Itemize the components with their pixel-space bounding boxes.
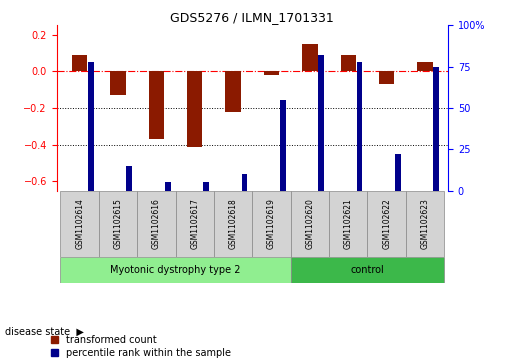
Text: GSM1102620: GSM1102620 (305, 198, 315, 249)
Bar (417, 62, 433, 71)
Text: disease state  ▶: disease state ▶ (5, 327, 84, 337)
Text: GSM1102614: GSM1102614 (75, 198, 84, 249)
Bar (137, 191, 176, 257)
Bar (379, 71, 394, 84)
Bar (72, 55, 88, 71)
Bar (110, 71, 126, 95)
Bar (226, 71, 241, 112)
Text: GSM1102616: GSM1102616 (152, 198, 161, 249)
Legend: transformed count, percentile rank within the sample: transformed count, percentile rank withi… (51, 335, 231, 358)
Bar (280, 100, 286, 191)
Bar (329, 191, 368, 257)
Bar (395, 154, 401, 191)
Bar (187, 71, 202, 147)
Bar (88, 62, 94, 191)
Bar (318, 55, 324, 191)
Bar (252, 191, 291, 257)
Bar (357, 62, 363, 191)
Text: GSM1102615: GSM1102615 (113, 198, 123, 249)
Bar (291, 257, 444, 283)
Bar (176, 191, 214, 257)
Bar (60, 191, 99, 257)
Text: GSM1102623: GSM1102623 (421, 198, 430, 249)
Text: Myotonic dystrophy type 2: Myotonic dystrophy type 2 (110, 265, 241, 275)
Text: GSM1102619: GSM1102619 (267, 198, 276, 249)
Bar (368, 191, 406, 257)
Bar (406, 191, 444, 257)
Bar (434, 67, 439, 191)
Bar (127, 166, 132, 191)
Text: GSM1102617: GSM1102617 (190, 198, 199, 249)
Bar (60, 257, 291, 283)
Text: control: control (351, 265, 384, 275)
Bar (302, 44, 318, 71)
Bar (291, 191, 329, 257)
Bar (214, 191, 252, 257)
Bar (99, 191, 137, 257)
Bar (203, 182, 209, 191)
Text: GSM1102622: GSM1102622 (382, 198, 391, 249)
Bar (242, 174, 247, 191)
Text: GSM1102618: GSM1102618 (229, 198, 237, 249)
Text: GSM1102621: GSM1102621 (344, 198, 353, 249)
Bar (264, 71, 279, 75)
Bar (340, 55, 356, 71)
Title: GDS5276 / ILMN_1701331: GDS5276 / ILMN_1701331 (170, 11, 334, 24)
Bar (165, 182, 170, 191)
Bar (149, 71, 164, 139)
